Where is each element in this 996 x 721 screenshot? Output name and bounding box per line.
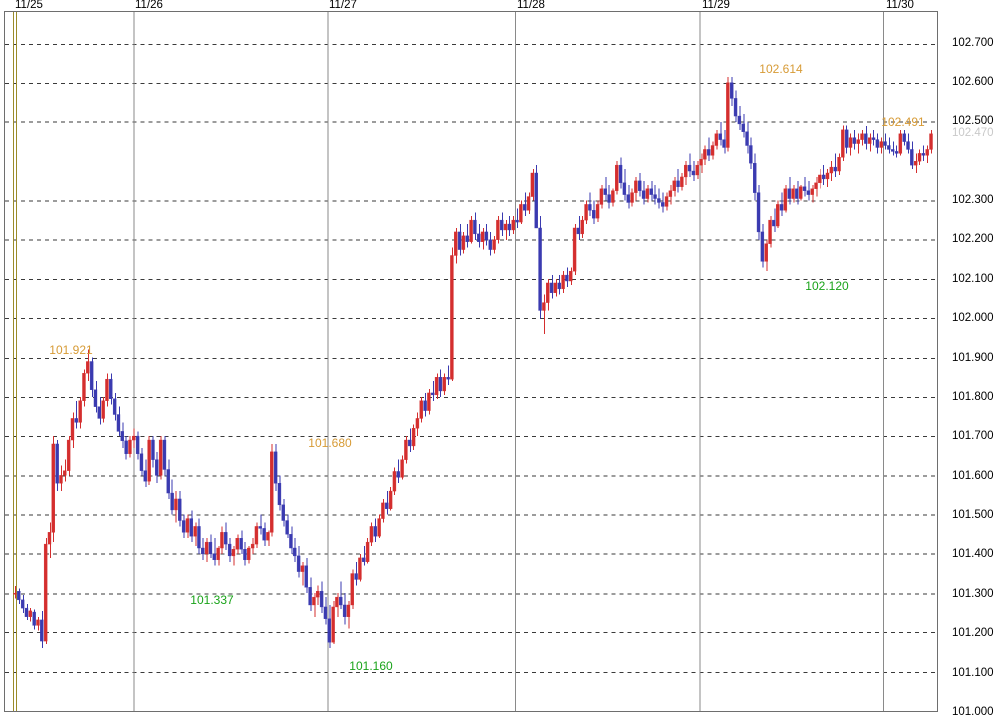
date-tick-label: 11/27 (329, 0, 357, 11)
price-tick-label: 102.700 (952, 36, 994, 49)
date-tick-label: 11/30 (886, 0, 914, 11)
price-tick-label: 101.100 (952, 666, 994, 679)
price-tick-label: 102.100 (952, 272, 994, 285)
date-tick-label: 11/26 (135, 0, 163, 11)
date-tick-label: 11/29 (702, 0, 730, 11)
price-tick-label: 102.200 (952, 233, 994, 246)
current-price-label: 102.470 (952, 127, 994, 140)
price-tick-label: 102.300 (952, 194, 994, 207)
price-tick-label: 101.800 (952, 390, 994, 403)
price-tick-label: 101.900 (952, 351, 994, 364)
price-tick-label: 101.600 (952, 469, 994, 482)
date-tick-label: 11/25 (15, 0, 43, 11)
price-tick-label: 101.200 (952, 627, 994, 640)
price-tick-label: 101.500 (952, 509, 994, 522)
extreme-price-annotation: 102.614 (759, 62, 803, 76)
price-tick-label: 102.000 (952, 312, 994, 325)
price-tick-label: 101.000 (952, 706, 994, 718)
extreme-price-annotation: 101.921 (49, 343, 93, 357)
price-tick-label: 101.300 (952, 587, 994, 600)
date-tick-label: 11/28 (517, 0, 545, 11)
price-tick-label: 101.400 (952, 548, 994, 561)
extreme-price-annotation: 101.337 (190, 593, 234, 607)
candlestick-canvas (5, 12, 937, 711)
extreme-price-annotation: 101.680 (308, 436, 352, 450)
extreme-price-annotation: 101.160 (349, 659, 393, 673)
extreme-price-annotation: 102.120 (805, 279, 849, 293)
plot-area[interactable] (4, 11, 938, 712)
extreme-price-annotation: 102.491 (881, 115, 925, 129)
price-tick-label: 102.600 (952, 75, 994, 88)
price-tick-label: 101.700 (952, 430, 994, 443)
price-tick-label: 102.500 (952, 115, 994, 128)
